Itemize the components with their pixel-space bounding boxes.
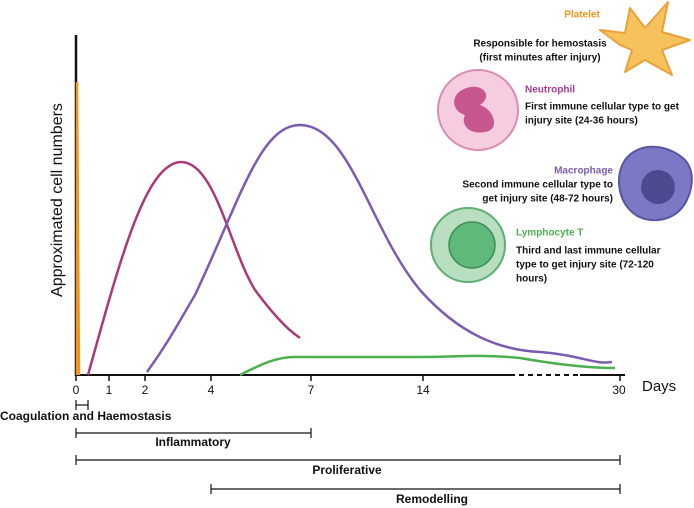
- cell-description: type to get injury site (72-120: [516, 260, 654, 271]
- cell-description: Third and last immune cellular: [516, 246, 661, 257]
- x-tick-label: 14: [416, 383, 430, 397]
- cell-name: Platelet: [564, 10, 600, 21]
- x-tick-label: 7: [308, 383, 315, 397]
- x-tick-label: 0: [73, 383, 80, 397]
- platelet-icon: [599, 1, 691, 76]
- phase-lines: [75, 400, 621, 494]
- cell-description: get injury site (48-72 hours): [482, 194, 613, 205]
- cell-description: injury site (24-36 hours): [525, 116, 638, 127]
- macrophage-curve: [145, 123, 613, 373]
- cell-name: Macrophage: [554, 166, 613, 177]
- cell-description: First immune cellular type to get: [525, 102, 680, 113]
- x-tick-label: 30: [612, 383, 626, 397]
- cell-description: hours): [516, 274, 547, 285]
- cell-description: Second immune cellular type to: [462, 180, 613, 191]
- lymphocyte-curve: [239, 354, 616, 377]
- x-axis-label: Days: [642, 378, 676, 395]
- phase-label: Coagulation and Haemostasis: [0, 409, 172, 423]
- phase-label: Remodelling: [396, 492, 468, 506]
- phase-label: Proliferative: [312, 463, 382, 477]
- macrophage-nucleus: [641, 170, 675, 204]
- cell-description: Responsible for hemostasis: [473, 39, 607, 50]
- phase-label: Inflammatory: [155, 435, 231, 449]
- cell-description: (first minutes after injury): [479, 53, 600, 64]
- x-tick-label: 2: [142, 383, 149, 397]
- cell-name: Lymphocyte T: [516, 228, 583, 239]
- lymphocyte-nucleus: [448, 221, 496, 269]
- y-axis-label: Approximated cell numbers: [49, 103, 66, 297]
- x-tick-label: 1: [106, 383, 113, 397]
- cell-name: Neutrophil: [525, 85, 575, 96]
- neutrophil-curve: [86, 160, 301, 376]
- x-tick-label: 4: [208, 383, 215, 397]
- neutrophil-nucleus: [454, 86, 495, 133]
- platelet-curve: [75, 81, 81, 376]
- x-ticks: [75, 375, 621, 381]
